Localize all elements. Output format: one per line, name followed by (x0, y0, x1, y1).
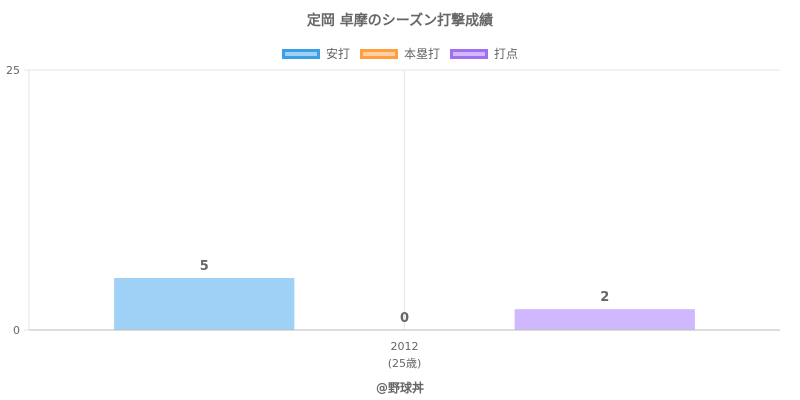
data-label-0: 5 (200, 259, 209, 274)
x-tick-sublabel: (25歳) (388, 357, 422, 370)
data-label-1: 0 (400, 311, 409, 326)
legend-item-hits[interactable]: 安打 (281, 45, 350, 62)
y-tick-label: 0 (13, 324, 20, 337)
legend-swatch-hits (281, 48, 320, 59)
data-label-2: 2 (600, 290, 609, 305)
x-tick-label: 2012 (391, 340, 419, 353)
y-tick-label: 25 (6, 64, 20, 77)
bar-2 (514, 309, 695, 330)
legend-item-home-runs[interactable]: 本塁打 (359, 45, 440, 62)
legend: 安打 本塁打 打点 (0, 45, 800, 62)
bar-0 (114, 278, 295, 330)
legend-item-rbi[interactable]: 打点 (450, 45, 518, 62)
legend-swatch-rbi (450, 48, 488, 59)
chart-title: 定岡 卓摩のシーズン打撃成績 (306, 13, 494, 29)
footer-credit: @野球丼 (375, 381, 424, 395)
legend-label-home-runs: 本塁打 (403, 47, 440, 61)
legend-swatch-home-runs (359, 48, 398, 59)
legend-label-rbi: 打点 (494, 47, 519, 61)
legend-label-hits: 安打 (325, 47, 350, 61)
